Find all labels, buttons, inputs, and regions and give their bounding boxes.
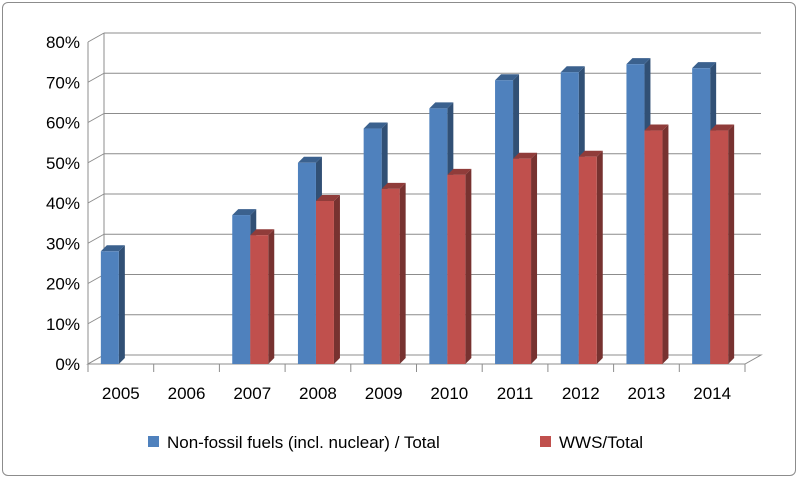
x-tick-label: 2008: [299, 384, 337, 403]
gridline-side: [87, 113, 105, 123]
y-tick-label: 30%: [46, 234, 80, 253]
y-tick-label: 40%: [46, 194, 80, 213]
bar: [100, 245, 125, 364]
bar: [513, 152, 538, 364]
bar: [315, 194, 340, 364]
legend: Non-fossil fuels (incl. nuclear) / Total…: [148, 433, 643, 452]
gridline-side: [87, 153, 105, 164]
x-tick-label: 2012: [562, 384, 600, 403]
y-tick-label: 80%: [46, 33, 80, 52]
bar: [381, 182, 406, 364]
gridline-side: [87, 32, 105, 43]
bar: [447, 168, 472, 364]
x-tick-label: 2011: [497, 384, 534, 403]
y-tick-label: 10%: [46, 315, 80, 334]
y-axis-ticks: 0% 10% 20% 30% 40% 50% 60% 70% 80%: [46, 33, 80, 374]
bar: [644, 124, 669, 364]
y-tick-label: 70%: [46, 73, 80, 92]
y-tick-label: 50%: [46, 154, 80, 173]
y-tick-label: 20%: [46, 275, 80, 294]
x-tick-label: 2013: [628, 384, 666, 403]
x-tick-label: 2005: [102, 384, 140, 403]
x-tick-label: 2014: [693, 384, 731, 403]
gridline-side: [87, 72, 105, 83]
gridline-side: [87, 193, 105, 204]
x-tick-label: 2010: [430, 384, 468, 403]
bars: [100, 58, 735, 365]
bar: [578, 150, 603, 364]
y-tick-label: 60%: [46, 114, 80, 133]
x-tick-label: 2006: [168, 384, 206, 403]
y-tick-label: 0%: [55, 355, 80, 374]
bar: [250, 229, 275, 364]
legend-label: Non-fossil fuels (incl. nuclear) / Total: [167, 433, 440, 452]
bar: [710, 124, 735, 364]
legend-label: WWS/Total: [559, 433, 643, 452]
legend-swatch: [540, 436, 551, 447]
legend-swatch: [148, 436, 159, 447]
x-axis-ticks: 2005 2006 2007 2008 2009 2010 2011 2012 2013 2014: [87, 364, 746, 403]
gridline-side: [87, 233, 105, 244]
x-tick-label: 2007: [233, 384, 271, 403]
x-tick-label: 2009: [365, 384, 403, 403]
